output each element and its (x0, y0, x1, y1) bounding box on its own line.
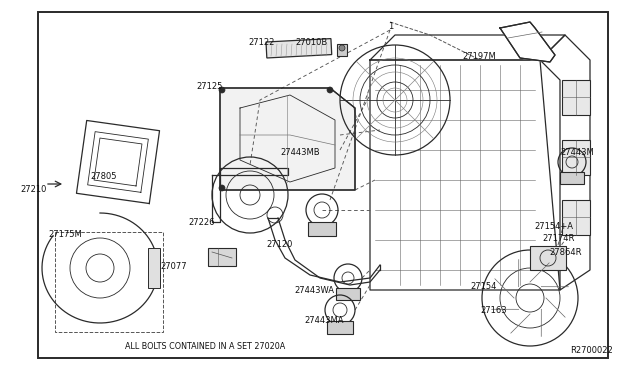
Text: 27443MB: 27443MB (280, 148, 319, 157)
Text: 27443M: 27443M (560, 148, 594, 157)
Text: 27125: 27125 (196, 82, 222, 91)
Text: 27163: 27163 (480, 306, 507, 315)
Text: 27805: 27805 (90, 172, 116, 181)
Text: 27226: 27226 (188, 218, 214, 227)
Bar (266, 39, 332, 58)
Text: 27122: 27122 (248, 38, 275, 47)
Text: 27443WA: 27443WA (294, 286, 334, 295)
Text: 27174R: 27174R (542, 234, 574, 243)
Bar (560, 172, 584, 184)
Bar (208, 248, 236, 266)
Bar (308, 222, 336, 236)
Text: 27210: 27210 (20, 185, 46, 194)
Circle shape (219, 87, 225, 93)
Text: 27197M: 27197M (462, 52, 496, 61)
Text: 27154: 27154 (470, 282, 497, 291)
Bar (562, 140, 590, 175)
Text: 1: 1 (388, 22, 393, 31)
Text: 27175M: 27175M (48, 230, 82, 239)
Polygon shape (220, 88, 355, 190)
Bar (38, 12, 608, 358)
Text: R2700022: R2700022 (570, 346, 612, 355)
Circle shape (339, 45, 345, 51)
Bar (337, 44, 347, 56)
Bar (562, 200, 590, 235)
Text: 27010B: 27010B (295, 38, 327, 47)
Bar (327, 321, 353, 334)
Circle shape (219, 185, 225, 191)
Bar (148, 248, 160, 288)
Text: 27077: 27077 (160, 262, 187, 271)
Text: 27864R: 27864R (549, 248, 582, 257)
Bar (336, 288, 360, 300)
Text: ALL BOLTS CONTAINED IN A SET 27020A: ALL BOLTS CONTAINED IN A SET 27020A (125, 342, 285, 351)
Bar (562, 80, 590, 115)
Bar (55, 232, 163, 332)
Bar (530, 246, 566, 270)
Text: 27120: 27120 (266, 240, 292, 249)
Text: 27154+A: 27154+A (534, 222, 573, 231)
Circle shape (327, 87, 333, 93)
Polygon shape (500, 22, 555, 62)
Text: 27443MA: 27443MA (304, 316, 344, 325)
